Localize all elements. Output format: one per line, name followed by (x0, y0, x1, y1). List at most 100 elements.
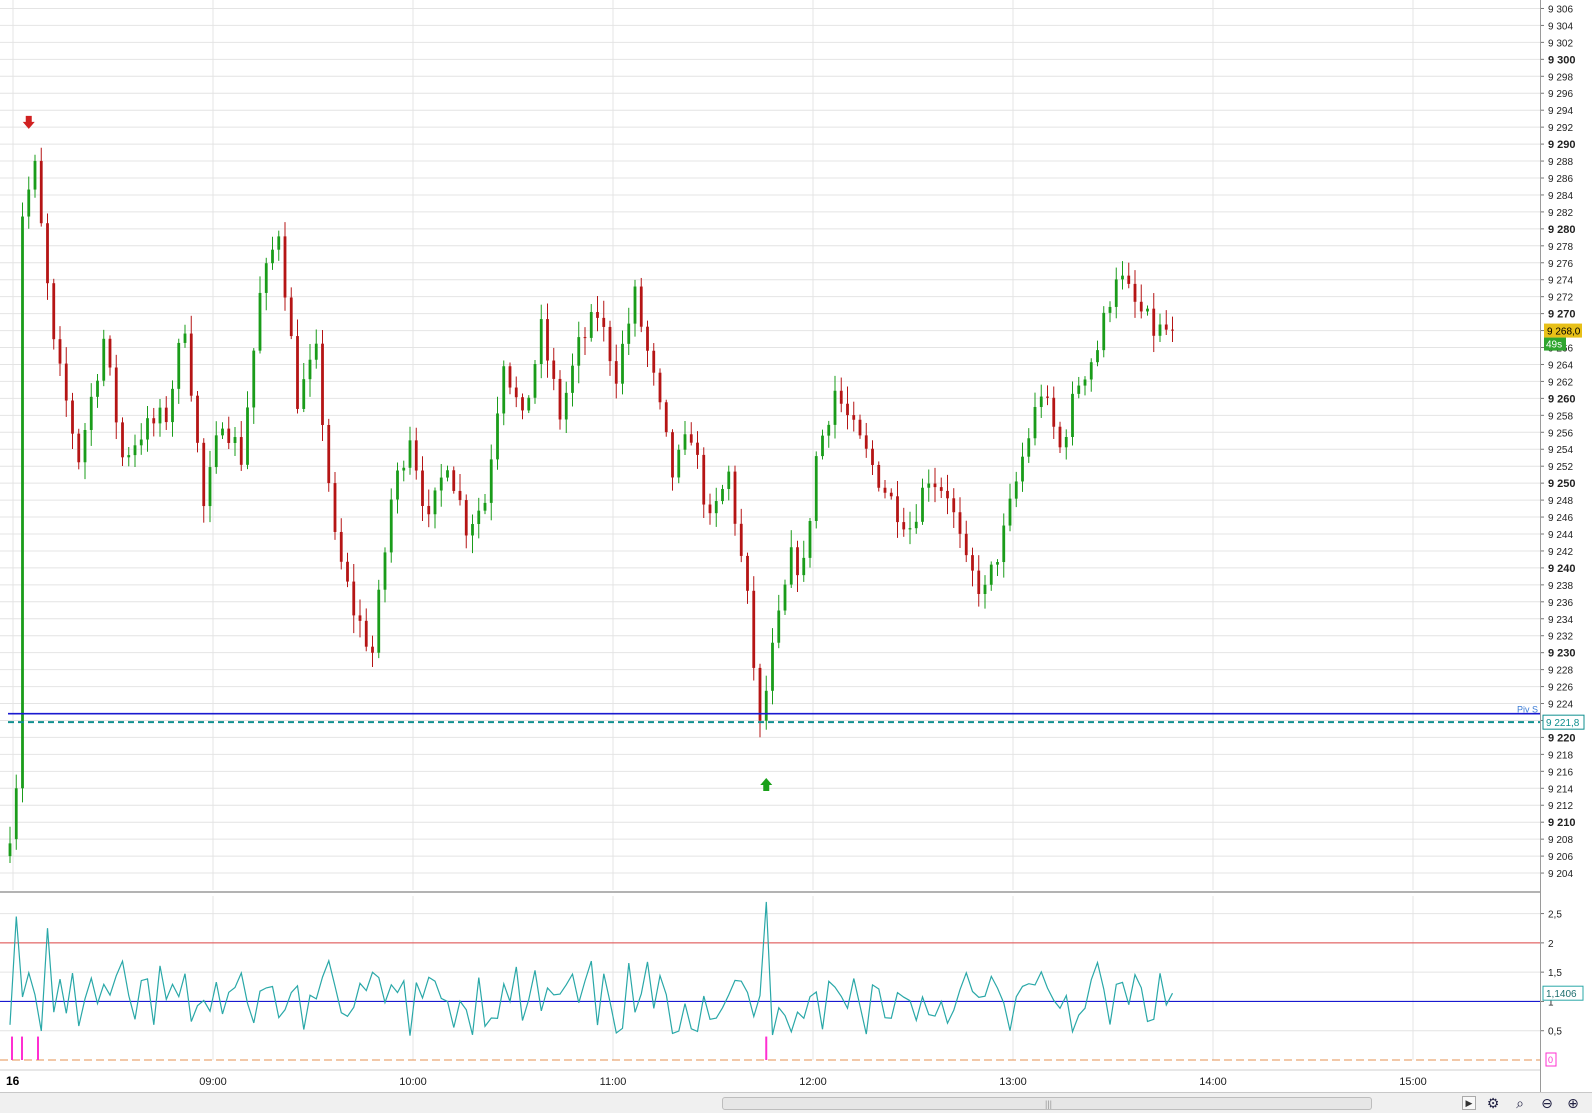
candle-body (233, 437, 237, 443)
candle-body (1158, 324, 1162, 336)
time-tick-label: 09:00 (199, 1076, 227, 1088)
candle-body (952, 498, 956, 513)
candle-body (1164, 324, 1168, 330)
candle-body (46, 223, 49, 284)
candle-body (808, 520, 812, 558)
candle-body (739, 523, 743, 556)
oscillator-tick-label: 0,5 (1548, 1027, 1562, 1038)
candle-body (827, 424, 831, 436)
candle-body (102, 338, 106, 381)
candle-body (89, 396, 93, 430)
candle-body (1008, 498, 1012, 526)
candle-body (783, 584, 787, 611)
price-tick-label: 9 298 (1548, 72, 1573, 83)
time-tick-label: 15:00 (1399, 1076, 1427, 1088)
zoom-in-icon[interactable]: ⊕ (1567, 1095, 1579, 1111)
candle-body (664, 402, 668, 433)
candle-body (1071, 393, 1074, 437)
candle-body (8, 843, 12, 857)
candle-body (758, 667, 762, 721)
chart-settings-icon[interactable]: ⚙ (1486, 1095, 1500, 1111)
candle-body (271, 249, 274, 264)
candle-body (27, 189, 31, 217)
candle-body (471, 524, 474, 536)
time-tick-label: 12:00 (799, 1076, 827, 1088)
candle-body (589, 312, 593, 338)
price-tick-label: 9 224 (1548, 700, 1573, 711)
oscillator-series (0, 901, 1540, 1061)
candle-body (108, 338, 112, 368)
candle-body (214, 435, 218, 468)
price-tick-label: 9 236 (1548, 598, 1573, 609)
candle-body (283, 236, 287, 298)
oscillator-axis[interactable]: 0,5 1 1,5 2 2,5 1,1406 0 (1540, 910, 1584, 1067)
candle-body (221, 428, 224, 436)
candle-body (683, 434, 687, 450)
scroll-right-icon[interactable]: ▶ (1462, 1096, 1476, 1110)
candle-body (927, 483, 931, 488)
candle-body (502, 366, 506, 414)
candle-body (1077, 385, 1081, 394)
sell-signal-arrow-icon (22, 115, 35, 129)
candle-body (521, 397, 524, 411)
time-axis[interactable]: 16 09:00 10:00 11:00 12:00 13:00 14:00 15:00 (0, 1069, 1540, 1088)
candle-body (452, 470, 456, 491)
candle-body (846, 403, 849, 416)
date-label: 16 (6, 1074, 20, 1088)
countdown-label: 49s (1546, 340, 1562, 351)
price-tick-label: 9 264 (1548, 360, 1573, 371)
horizontal-scrollbar[interactable]: ||| (722, 1097, 1372, 1110)
candle-body (858, 419, 862, 436)
scroll-grip-icon[interactable]: ||| (1045, 1099, 1053, 1109)
candle-body (1127, 275, 1131, 284)
bottom-toolbar: ||| ▶ ⚙ ⌕ ⊖ ⊕ (0, 1092, 1592, 1113)
candle-body (421, 470, 424, 506)
candle-body (746, 555, 749, 591)
candle-body (1058, 426, 1062, 448)
last-price-marker (1544, 323, 1582, 338)
candle-body (39, 160, 43, 224)
price-tick-label: 9 294 (1548, 106, 1573, 117)
candle-body (627, 323, 631, 344)
candle-body (1152, 308, 1156, 336)
candle-body (564, 392, 568, 420)
price-tick-label: 9 210 (1548, 817, 1576, 829)
candle-body (633, 286, 637, 324)
zoom-out-icon[interactable]: ⊖ (1541, 1095, 1553, 1111)
candle-body (202, 442, 206, 507)
oscillator-value-marker (1542, 985, 1584, 1001)
candle-body (21, 216, 24, 789)
candle-body (877, 464, 881, 488)
price-tick-label: 9 288 (1548, 157, 1573, 168)
candle-body (146, 418, 149, 440)
price-tick-label: 9 242 (1548, 547, 1573, 558)
candle-body (358, 615, 362, 621)
candle-body (289, 297, 293, 337)
candle-body (489, 459, 493, 503)
buy-signal-arrow-icon (760, 778, 773, 792)
oscillator-tick-label: 1,5 (1548, 968, 1562, 979)
candle-body (789, 547, 793, 585)
candle-body (77, 433, 81, 463)
candle-body (246, 407, 249, 465)
candle-body (402, 467, 406, 471)
candle-body (1083, 379, 1087, 386)
candle-body (296, 336, 299, 409)
candle-body (1133, 283, 1137, 302)
candle-body (689, 434, 693, 443)
zoom-fit-icon[interactable]: ⌕ (1516, 1095, 1524, 1111)
candle-body (621, 343, 624, 384)
candle-body (1096, 350, 1099, 363)
candle-body (852, 415, 856, 420)
price-tick-label: 9 306 (1548, 4, 1573, 15)
candle-body (864, 435, 868, 449)
price-axis[interactable]: 9 204 9 206 9 208 9 210 9 212 9 214 9 216 9 218… (1540, 4, 1585, 880)
candle-body (546, 319, 549, 361)
candle-body (721, 488, 724, 502)
pivot-label: Piv S (1517, 705, 1538, 715)
price-tick-label: 9 292 (1548, 123, 1573, 134)
candle-body (208, 467, 212, 507)
price-tick-label: 9 302 (1548, 38, 1573, 49)
candle-body (64, 363, 68, 401)
candle-body (196, 395, 199, 443)
